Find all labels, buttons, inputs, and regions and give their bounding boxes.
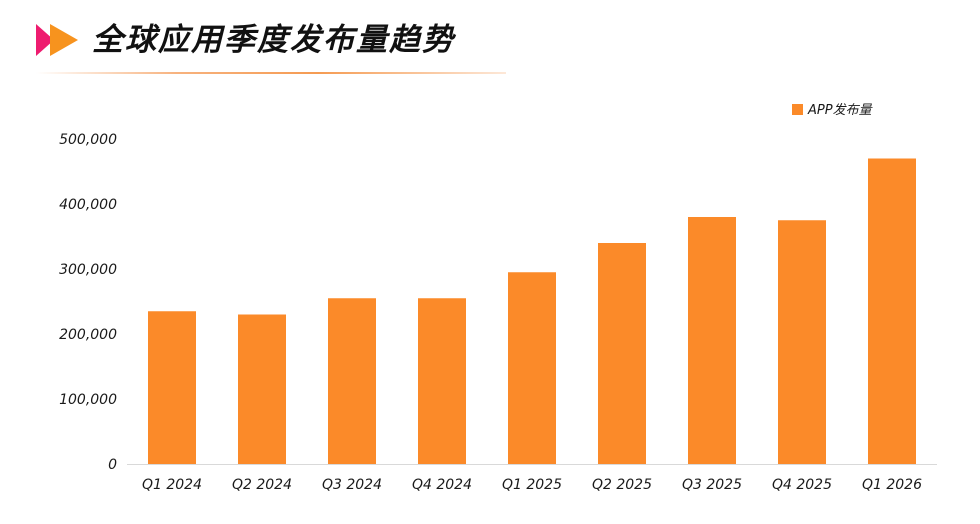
legend-swatch	[792, 104, 803, 115]
x-axis-tick-labels: Q1 2024 Q2 2024 Q3 2024 Q4 2024 Q1 2025 Q2 20…	[142, 477, 922, 493]
x-tick-label: Q4 2025	[772, 477, 832, 493]
x-tick-label: Q2 2024	[232, 477, 292, 493]
bar-q2-2025	[598, 243, 646, 464]
y-tick-label: 500,000	[59, 132, 117, 148]
x-tick-label: Q3 2025	[682, 477, 742, 493]
play-arrows-logo-icon	[36, 24, 78, 56]
x-tick-label: Q1 2024	[142, 477, 202, 493]
y-tick-label: 100,000	[59, 392, 117, 408]
legend: APP发布量	[792, 103, 874, 118]
y-tick-label: 200,000	[59, 327, 117, 343]
y-tick-label: 400,000	[59, 197, 117, 213]
x-tick-label: Q3 2024	[322, 477, 382, 493]
bar-q2-2024	[238, 314, 286, 464]
bar-q1-2024	[148, 311, 196, 464]
x-tick-label: Q1 2025	[502, 477, 562, 493]
title-underline	[36, 72, 506, 74]
bar-q3-2025	[688, 217, 736, 464]
x-tick-label: Q2 2025	[592, 477, 652, 493]
y-tick-label: 300,000	[59, 262, 117, 278]
x-tick-label: Q4 2024	[412, 477, 472, 493]
bar-q1-2025	[508, 272, 556, 464]
bar-q3-2024	[328, 298, 376, 464]
y-tick-label: 0	[108, 457, 117, 473]
bar-q4-2024	[418, 298, 466, 464]
legend-label: APP发布量	[807, 103, 874, 118]
orange-arrow-icon	[50, 24, 78, 56]
y-axis-tick-labels: 0 100,000 200,000 300,000 400,000 500,000	[59, 132, 117, 473]
bar-q1-2026	[868, 158, 916, 464]
pink-arrow-icon	[36, 24, 54, 56]
bars	[148, 158, 916, 464]
x-tick-label: Q1 2026	[862, 477, 922, 493]
bar-q4-2025	[778, 220, 826, 464]
page-title: 全球应用季度发布量趋势	[92, 22, 455, 58]
